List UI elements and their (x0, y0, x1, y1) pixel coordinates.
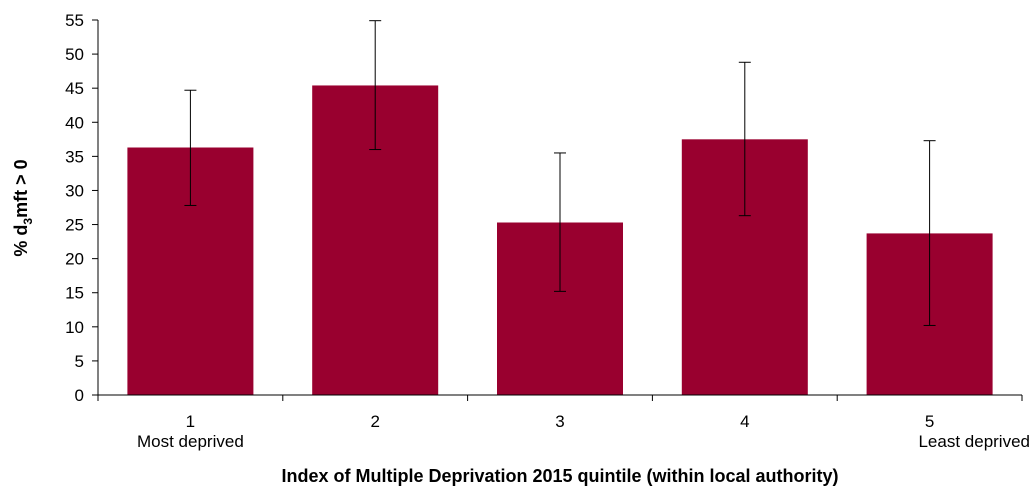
y-tick-label: 55 (65, 11, 84, 30)
y-tick-label: 20 (65, 250, 84, 269)
x-tick-label: 1 (186, 412, 195, 431)
y-axis-title-prefix: % d (11, 225, 31, 257)
y-tick-label: 15 (65, 284, 84, 303)
y-tick-label: 0 (75, 386, 84, 405)
y-tick-label: 40 (65, 113, 84, 132)
x-tick-label: 3 (555, 412, 564, 431)
y-axis-title-subscript: 3 (21, 218, 35, 225)
y-axis-title: % d3mft > 0 (11, 159, 35, 256)
axes-layer (97, 20, 1022, 396)
y-tick-label: 30 (65, 181, 84, 200)
y-tick-label: 10 (65, 318, 84, 337)
y-tick-label: 35 (65, 147, 84, 166)
y-axis-title-suffix: mft > 0 (11, 159, 31, 218)
x-tick-label: 4 (740, 412, 749, 431)
x-category-sublabel: Most deprived (137, 432, 244, 451)
y-tick-label: 50 (65, 45, 84, 64)
y-tick-label: 25 (65, 216, 84, 235)
y-tick-label: 5 (75, 352, 84, 371)
x-tick-label: 2 (370, 412, 379, 431)
x-category-sublabel: Least deprived (918, 432, 1030, 451)
y-ticks-layer: 0 5 10 15 20 25 30 35 40 45 50 55 (65, 11, 98, 405)
y-tick-label: 45 (65, 79, 84, 98)
x-tick-label: 5 (925, 412, 934, 431)
x-axis-title: Index of Multiple Deprivation 2015 quint… (281, 466, 838, 486)
error-bars-layer (184, 20, 936, 326)
